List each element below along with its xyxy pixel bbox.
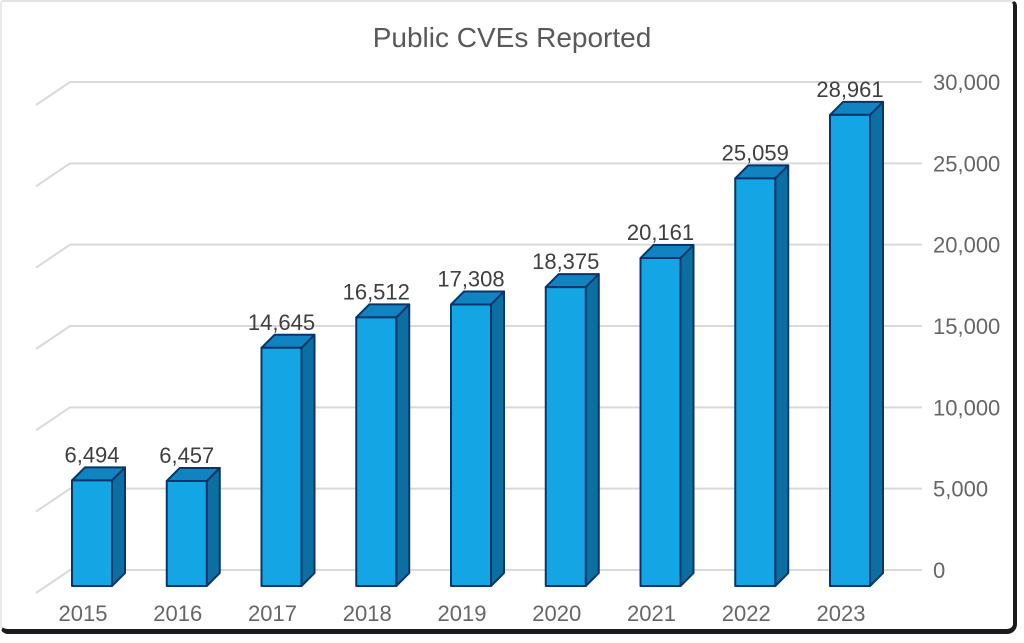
value-label: 16,512	[343, 279, 410, 304]
chart-title: Public CVEs Reported	[373, 22, 652, 53]
bar-side-face	[869, 100, 884, 587]
gridline	[35, 162, 922, 188]
y-axis-label: 30,000	[933, 70, 1000, 95]
gridline	[35, 243, 922, 269]
gridline	[35, 406, 922, 432]
value-label: 18,375	[532, 249, 599, 274]
y-axis-label: 5,000	[933, 477, 988, 502]
bar-side-face	[111, 466, 126, 587]
y-axis-labels: 0 5,000 10,000 15,000 20,000 25,000 30,000	[933, 70, 1000, 583]
value-label: 25,059	[722, 140, 789, 165]
bar-2021	[639, 244, 695, 587]
bar-front-face	[355, 316, 398, 587]
bar-front-face	[639, 257, 682, 587]
bar-2022	[734, 164, 790, 587]
value-label: 6,494	[64, 442, 119, 467]
bar-2020	[544, 273, 600, 587]
bar-side-face	[205, 466, 221, 587]
x-axis-label: 2022	[722, 601, 771, 626]
bar-front-face	[829, 113, 871, 588]
y-axis-label: 15,000	[933, 314, 1000, 339]
gridline	[35, 569, 922, 594]
bar-side-face	[490, 290, 505, 587]
bar-side-face	[584, 273, 600, 587]
bar-front-face	[71, 479, 113, 587]
value-label: 28,961	[816, 77, 883, 102]
bar-front-face	[450, 303, 492, 587]
gridline	[35, 487, 922, 513]
x-axis-label: 2015	[59, 601, 108, 626]
value-label: 14,645	[248, 310, 315, 335]
x-axis-label: 2023	[817, 601, 866, 626]
value-labels: 6,494 6,457 14,645 16,512 17,308 18,375 20,161…	[64, 77, 883, 468]
x-axis-labels: 2015 2016 2017 2018 2019 2020 2021 2022 2023	[59, 601, 866, 626]
bar-side-face	[774, 164, 790, 587]
gridline	[35, 325, 922, 350]
gridlines	[35, 81, 922, 594]
y-axis-label: 0	[933, 558, 945, 583]
bar-front-face	[165, 479, 208, 587]
x-axis-label: 2017	[248, 601, 297, 626]
bar-2023	[829, 100, 884, 588]
bar-2017	[260, 333, 316, 587]
x-axis-label: 2021	[627, 601, 676, 626]
x-axis-label: 2020	[532, 601, 581, 626]
x-axis-label: 2016	[153, 601, 202, 626]
bar-side-face	[300, 333, 316, 587]
bar-2018	[355, 303, 411, 587]
value-label: 6,457	[159, 443, 214, 468]
bar-2019	[450, 290, 505, 587]
value-label: 20,161	[627, 220, 694, 245]
bar-side-face	[679, 244, 695, 587]
bar-front-face	[544, 286, 587, 587]
y-axis-label: 10,000	[933, 395, 1000, 420]
x-axis-label: 2019	[438, 601, 487, 626]
gridline	[35, 81, 922, 106]
value-label: 17,308	[437, 266, 504, 291]
y-axis-label: 25,000	[933, 151, 1000, 176]
bar-2015	[71, 466, 126, 587]
bars	[71, 100, 884, 588]
bar-2016	[165, 466, 221, 587]
y-axis-label: 20,000	[933, 233, 1000, 258]
bar-front-face	[260, 346, 303, 587]
bar-front-face	[734, 177, 777, 587]
x-axis-label: 2018	[343, 601, 392, 626]
bar-side-face	[395, 303, 411, 587]
